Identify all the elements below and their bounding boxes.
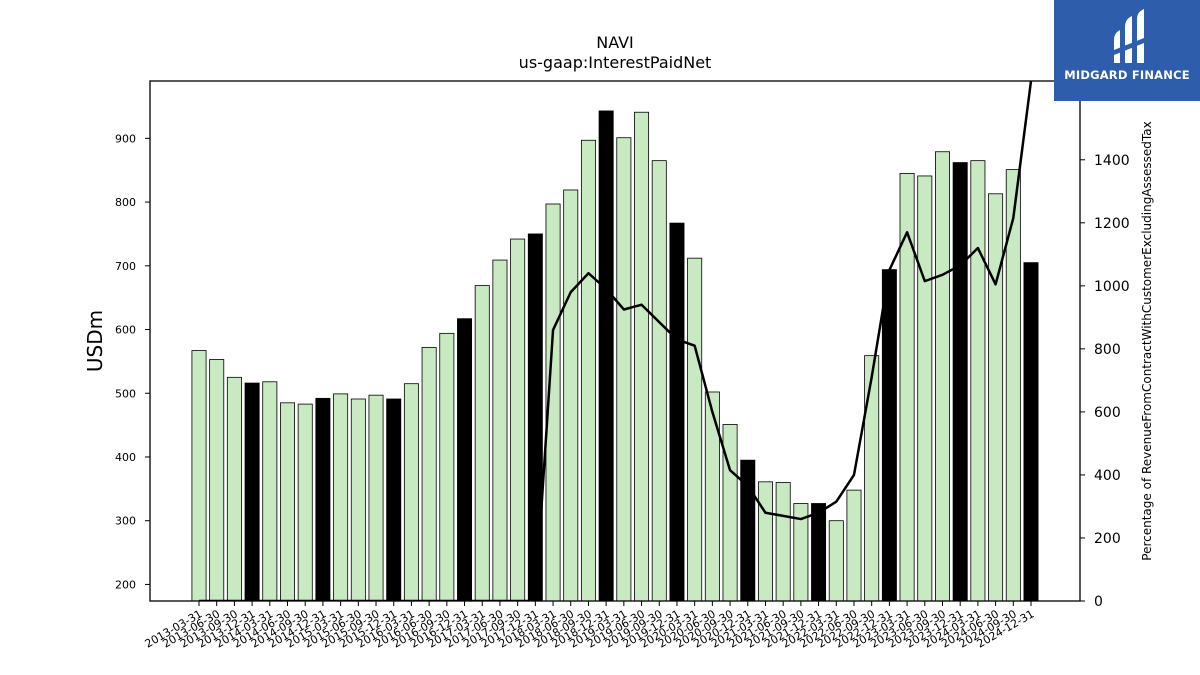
bar [474,285,490,602]
bar [457,318,473,602]
y2-tick-label: 1400 [1094,153,1130,169]
midgard-finance-logo: MIDGARD FINANCE [1054,0,1200,101]
y-tick-label: 400 [115,451,136,464]
bar [510,238,526,602]
bar [687,257,703,602]
y2-tick-label: 200 [1094,531,1121,547]
plot-frame [149,80,1081,602]
bar [333,393,349,602]
bar [828,520,844,602]
y-axis-label: USDm [83,310,107,372]
x-axis: 2013-03-312013-06-302013-09-302013-12-31… [143,601,1037,651]
bar [775,482,791,602]
y-tick-label: 300 [115,515,136,528]
bar [970,160,986,602]
bar [864,355,880,602]
y-tick-label: 800 [115,196,136,209]
bar [899,172,915,602]
bar [917,175,933,602]
chart-subtitle: us-gaap:InterestPaidNet [519,53,712,72]
line-series [199,81,1033,601]
bar [881,269,897,602]
bar [598,110,614,602]
bar [616,137,632,602]
bar [350,398,366,602]
bar [492,259,508,602]
y2-tick-label: 1200 [1094,216,1130,232]
bar [669,222,685,602]
bar [368,394,384,602]
y-tick-label: 500 [115,387,136,400]
bar [403,383,419,602]
y-tick-label: 900 [115,132,136,145]
bar [757,481,773,602]
bar [1023,262,1039,602]
bar [988,193,1004,602]
bar [952,162,968,602]
y-tick-label: 200 [115,578,136,591]
bar [209,359,225,602]
bar [811,503,827,602]
bar-series [191,110,1039,602]
bar [651,160,667,602]
bar [262,381,278,602]
chart-title: NAVI [596,33,634,52]
bar [315,397,331,602]
y2-tick-label: 400 [1094,468,1121,484]
y-axis-right: 0 200 400 600 800 1000 1200 1400 [1080,153,1130,610]
y2-tick-label: 1000 [1094,279,1130,295]
y2-tick-label: 600 [1094,405,1121,421]
bar [935,151,950,602]
bar [527,233,543,602]
bar [580,139,596,602]
y2-tick-label: 800 [1094,342,1121,358]
bar [704,391,720,602]
logo-text: MIDGARD FINANCE [1064,68,1190,82]
y2-tick-label: 0 [1094,594,1103,610]
bar [634,111,650,602]
y-tick-label: 700 [115,260,136,273]
bar [280,402,295,602]
bar [421,346,437,602]
y-axis-left: 200 300 400 500 600 700 800 900 [115,132,150,591]
bar [386,398,402,602]
bar [846,489,862,602]
bar [244,382,260,602]
y-tick-label: 600 [115,324,136,337]
bar [439,332,455,602]
bar [297,403,313,602]
bar [226,376,242,602]
series-line [199,81,1033,601]
bar [563,189,579,602]
y2-axis-label: Percentage of RevenueFromContractWithCus… [1140,121,1154,560]
bar [191,350,207,602]
logo-mark-icon [1114,9,1144,63]
